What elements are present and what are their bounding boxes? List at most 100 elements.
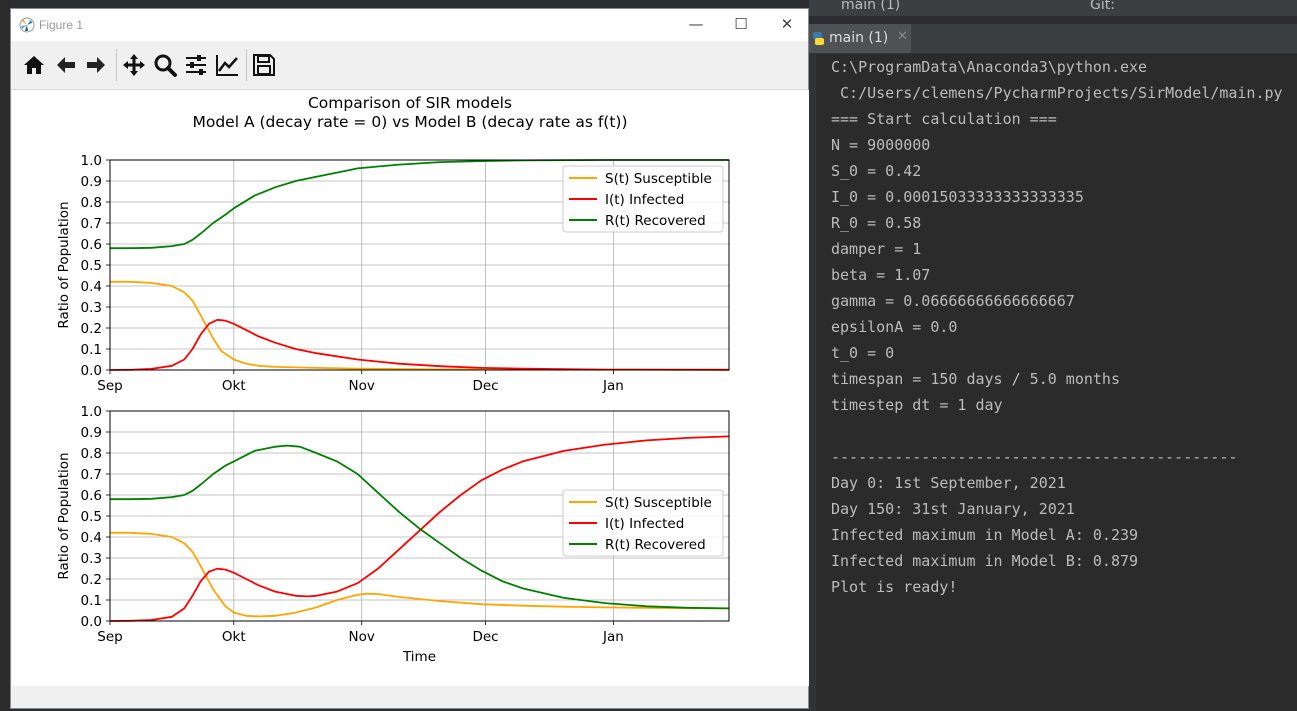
run-config-selector[interactable]: main (1) bbox=[841, 0, 901, 13]
maximize-button[interactable]: ☐ bbox=[734, 15, 748, 33]
y-axis-label: Ratio of Population bbox=[56, 452, 72, 579]
run-console[interactable]: C:\ProgramData\Anaconda3\python.exe C:/U… bbox=[816, 54, 1297, 711]
sir-figure: Comparison of SIR models Model A (decay … bbox=[56, 94, 730, 665]
console-line: ----------------------------------------… bbox=[831, 448, 1238, 466]
series-line-0 bbox=[110, 531, 730, 618]
x-axis-label: Time bbox=[402, 649, 436, 665]
git-label: Git: bbox=[1090, 0, 1115, 13]
matplotlib-logo-icon bbox=[19, 17, 35, 33]
console-line: damper = 1 bbox=[831, 240, 922, 258]
y-tick-label: 0.3 bbox=[81, 551, 102, 567]
close-button[interactable]: ✕ bbox=[780, 15, 794, 33]
python-icon bbox=[813, 32, 824, 45]
toolbar-separator bbox=[116, 49, 117, 81]
x-tick-label: Dec bbox=[472, 629, 498, 645]
console-line: I_0 = 0.00015033333333333335 bbox=[831, 188, 1084, 206]
console-line: C:\ProgramData\Anaconda3\python.exe bbox=[831, 58, 1148, 76]
y-tick-label: 0.7 bbox=[81, 216, 102, 232]
figure-window: Figure 1 — ☐ ✕ bbox=[10, 8, 809, 709]
console-line: S_0 = 0.42 bbox=[831, 162, 922, 180]
console-line: epsilonA = 0.0 bbox=[831, 318, 958, 336]
console-line: Infected maximum in Model B: 0.879 bbox=[831, 552, 1139, 570]
legend-label: S(t) Susceptible bbox=[605, 171, 712, 187]
figure-canvas[interactable]: Comparison of SIR models Model A (decay … bbox=[12, 90, 809, 686]
console-gutter bbox=[809, 54, 816, 711]
legend: S(t) Susceptible I(t) Infected R(t) Recove… bbox=[562, 165, 724, 233]
axes-frame bbox=[109, 159, 730, 371]
save-icon[interactable] bbox=[251, 52, 277, 78]
window-title: Figure 1 bbox=[39, 18, 84, 32]
y-tick-label: 0.1 bbox=[81, 342, 102, 358]
x-tick-label: Okt bbox=[222, 378, 246, 394]
x-tick-label: Jan bbox=[602, 378, 624, 394]
home-icon[interactable] bbox=[21, 52, 47, 78]
y-tick-label: 0.7 bbox=[81, 467, 102, 483]
y-tick-label: 0.0 bbox=[81, 614, 102, 630]
y-axis-label: Ratio of Population bbox=[56, 201, 72, 328]
x-tick-label: Dec bbox=[472, 378, 498, 394]
run-tabs: main (1) ✕ bbox=[809, 24, 1297, 54]
configure-subplots-icon[interactable] bbox=[183, 52, 209, 78]
y-tick-label: 0.9 bbox=[81, 174, 102, 190]
console-line: gamma = 0.06666666666666667 bbox=[831, 292, 1075, 310]
y-tick-label: 0.6 bbox=[81, 488, 102, 504]
editor-edge bbox=[0, 0, 10, 711]
back-icon[interactable] bbox=[53, 52, 79, 78]
console-line: Day 0: 1st September, 2021 bbox=[831, 474, 1066, 492]
x-tick-label: Okt bbox=[222, 629, 246, 645]
y-tick-label: 0.5 bbox=[81, 258, 102, 274]
console-line: timespan = 150 days / 5.0 months bbox=[831, 370, 1120, 388]
minimize-button[interactable]: — bbox=[688, 15, 704, 33]
y-tick-label: 0.6 bbox=[81, 237, 102, 253]
x-tick-label: Nov bbox=[349, 378, 375, 394]
y-tick-label: 0.5 bbox=[81, 509, 102, 525]
console-line: Day 150: 31st January, 2021 bbox=[831, 500, 1075, 518]
close-tab-icon[interactable]: ✕ bbox=[897, 29, 908, 44]
pan-icon[interactable] bbox=[121, 52, 147, 78]
axes-model-b: 0.0 0.1 0.2 0.3 0.4 0.5 0.6 0.7 0.8 0.9 1.0 Sep Okt N… bbox=[56, 404, 730, 665]
title-bar: Figure 1 — ☐ ✕ bbox=[11, 9, 808, 41]
forward-icon[interactable] bbox=[83, 52, 109, 78]
legend-box bbox=[562, 165, 724, 233]
series-line-1 bbox=[109, 318, 730, 371]
navigation-toolbar bbox=[11, 41, 808, 90]
console-line: N = 9000000 bbox=[831, 136, 931, 154]
y-tick-label: 0.8 bbox=[81, 195, 102, 211]
console-line: timestep dt = 1 day bbox=[831, 396, 1003, 414]
y-tick-label: 1.0 bbox=[81, 153, 102, 169]
tab-label: main (1) bbox=[829, 30, 889, 46]
series-line-2 bbox=[110, 159, 729, 250]
y-tick-label: 0.4 bbox=[81, 530, 102, 546]
ide-toolbar: main (1) Git: bbox=[809, 0, 1297, 16]
axes-frame bbox=[109, 410, 730, 622]
y-tick-label: 0.1 bbox=[81, 593, 102, 609]
console-line: t_0 = 0 bbox=[831, 344, 895, 362]
console-line: C:/Users/clemens/PycharmProjects/SirMode… bbox=[831, 84, 1283, 102]
x-tick-label: Sep bbox=[97, 378, 122, 394]
y-tick-label: 0.8 bbox=[81, 446, 102, 462]
zoom-icon[interactable] bbox=[152, 52, 178, 78]
figure-subtitle: Model A (decay rate = 0) vs Model B (dec… bbox=[192, 113, 627, 131]
figure-title: Comparison of SIR models bbox=[308, 94, 512, 112]
y-tick-label: 0.4 bbox=[81, 279, 102, 295]
y-tick-label: 0.9 bbox=[81, 425, 102, 441]
x-tick-label: Nov bbox=[349, 629, 375, 645]
legend-label: R(t) Recovered bbox=[605, 537, 706, 553]
console-line: R_0 = 0.58 bbox=[831, 214, 922, 232]
legend-box bbox=[562, 489, 724, 557]
status-bar bbox=[11, 686, 808, 708]
toolbar-separator bbox=[246, 49, 247, 81]
series-line-1 bbox=[109, 435, 730, 622]
tab-run-main[interactable]: main (1) ✕ bbox=[809, 24, 911, 53]
series-line-0 bbox=[110, 280, 729, 371]
legend-label: S(t) Susceptible bbox=[605, 495, 712, 511]
y-tick-label: 1.0 bbox=[81, 404, 102, 420]
console-line: === Start calculation === bbox=[831, 110, 1057, 128]
legend-label: R(t) Recovered bbox=[605, 213, 706, 229]
legend-label: I(t) Infected bbox=[605, 516, 684, 532]
legend-label: I(t) Infected bbox=[605, 192, 684, 208]
edit-axis-icon[interactable] bbox=[214, 52, 240, 78]
y-tick-label: 0.2 bbox=[81, 572, 102, 588]
y-tick-label: 0.2 bbox=[81, 321, 102, 337]
console-line: Plot is ready! bbox=[831, 578, 958, 596]
